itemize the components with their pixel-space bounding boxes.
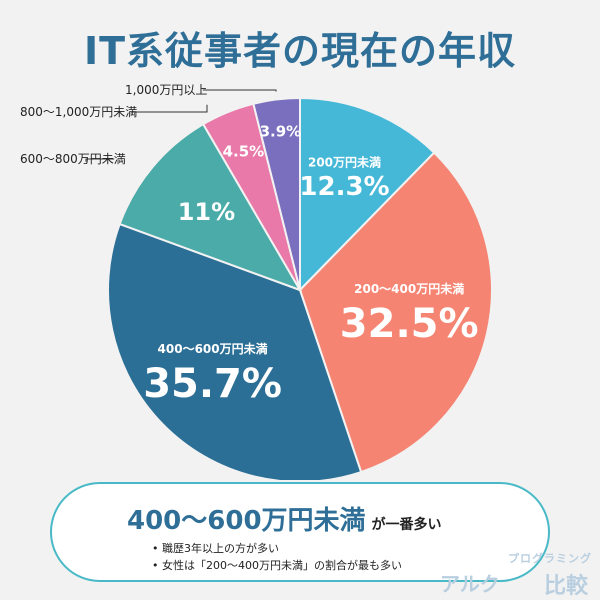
brand-logo: プログラミング アルク 比較 xyxy=(432,546,592,599)
callout-line xyxy=(130,104,208,113)
pie-slice xyxy=(107,222,363,480)
callout-line xyxy=(202,89,277,92)
pie-slice xyxy=(298,151,493,474)
slice-value-label: 35.7% xyxy=(143,361,282,407)
brand-mark: アルク xyxy=(440,572,500,596)
slice-value-label: 11% xyxy=(178,198,235,226)
summary-headline-suffix: が一番多い xyxy=(371,517,442,533)
slice-category-label: 400〜600万円未満 xyxy=(158,341,268,356)
brand-name: 比較 xyxy=(543,574,588,599)
pie-slice xyxy=(299,96,436,293)
slice-value-label: 12.3% xyxy=(299,172,389,202)
slice-value-label: 4.5% xyxy=(223,142,265,160)
slice-callout-label: 1,000万円以上 xyxy=(125,83,207,97)
summary-bullet: 女性は「200〜400万円未満」の割合が最も多い xyxy=(152,557,402,574)
pie-slice xyxy=(252,96,301,291)
slice-category-label: 200万円未満 xyxy=(308,154,381,169)
page-title: IT系従事者の現在の年収 xyxy=(83,29,517,73)
slice-category-label: 200〜400万円未満 xyxy=(354,281,464,296)
slice-value-label: 3.9% xyxy=(260,122,302,140)
callout-line xyxy=(85,158,115,162)
summary-headline-value: 400〜600万円未満 xyxy=(127,506,366,536)
summary-bullets: 職歴3年以上の方が多い 女性は「200〜400万円未満」の割合が最も多い xyxy=(152,540,402,574)
brand-subtitle: プログラミング xyxy=(508,552,592,565)
slice-callout-label: 600〜800万円未満 xyxy=(20,152,126,166)
summary-headline: 400〜600万円未満 が一番多い xyxy=(127,500,442,537)
pie-chart: 200万円未満 12.3% 200〜400万円未満 32.5% 400〜600万円未満 3… xyxy=(20,83,493,480)
slice-value-label: 32.5% xyxy=(340,301,479,347)
summary-bullet: 職歴3年以上の方が多い xyxy=(152,540,402,557)
pie-slice xyxy=(118,122,303,292)
slice-callout-label: 800〜1,000万円未満 xyxy=(20,105,137,119)
